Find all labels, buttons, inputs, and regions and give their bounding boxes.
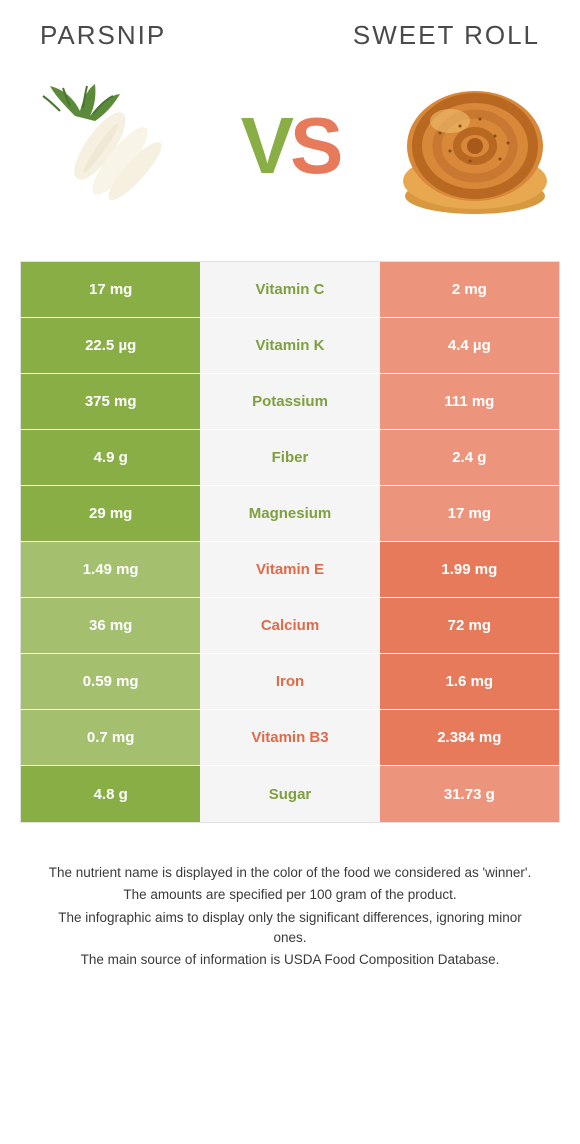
table-row: 4.9 gFiber2.4 g	[21, 430, 559, 486]
right-value: 72 mg	[380, 598, 559, 653]
sweet-roll-image	[380, 71, 560, 221]
table-row: 36 mgCalcium72 mg	[21, 598, 559, 654]
nutrient-table: 17 mgVitamin C2 mg22.5 µgVitamin K4.4 µg…	[20, 261, 560, 823]
table-row: 29 mgMagnesium17 mg	[21, 486, 559, 542]
table-row: 17 mgVitamin C2 mg	[21, 262, 559, 318]
right-value: 31.73 g	[380, 766, 559, 822]
right-value: 2.4 g	[380, 430, 559, 485]
table-row: 22.5 µgVitamin K4.4 µg	[21, 318, 559, 374]
nutrient-label: Vitamin B3	[200, 710, 379, 765]
left-value: 1.49 mg	[21, 542, 200, 597]
table-row: 0.59 mgIron1.6 mg	[21, 654, 559, 710]
hero-row: VS	[10, 71, 570, 241]
left-title: Parsnip	[40, 20, 166, 51]
footer-notes: The nutrient name is displayed in the co…	[10, 823, 570, 992]
right-value: 2 mg	[380, 262, 559, 317]
left-value: 4.9 g	[21, 430, 200, 485]
left-value: 375 mg	[21, 374, 200, 429]
right-value: 2.384 mg	[380, 710, 559, 765]
left-value: 17 mg	[21, 262, 200, 317]
nutrient-label: Iron	[200, 654, 379, 709]
nutrient-label: Potassium	[200, 374, 379, 429]
nutrient-label: Fiber	[200, 430, 379, 485]
infographic: Parsnip Sweet roll VS	[0, 0, 580, 992]
right-title: Sweet roll	[353, 20, 540, 51]
vs-s: S	[290, 101, 339, 190]
nutrient-label: Vitamin E	[200, 542, 379, 597]
footer-line: The amounts are specified per 100 gram o…	[40, 885, 540, 905]
right-value: 17 mg	[380, 486, 559, 541]
table-row: 0.7 mgVitamin B32.384 mg	[21, 710, 559, 766]
vs-label: VS	[241, 106, 340, 186]
left-value: 0.7 mg	[21, 710, 200, 765]
nutrient-label: Calcium	[200, 598, 379, 653]
right-value: 4.4 µg	[380, 318, 559, 373]
nutrient-label: Vitamin K	[200, 318, 379, 373]
right-value: 1.6 mg	[380, 654, 559, 709]
table-row: 375 mgPotassium111 mg	[21, 374, 559, 430]
right-value: 111 mg	[380, 374, 559, 429]
footer-line: The nutrient name is displayed in the co…	[40, 863, 540, 883]
nutrient-label: Magnesium	[200, 486, 379, 541]
nutrient-label: Sugar	[200, 766, 379, 822]
left-value: 22.5 µg	[21, 318, 200, 373]
parsnip-image	[20, 71, 200, 221]
table-row: 4.8 gSugar31.73 g	[21, 766, 559, 822]
left-value: 36 mg	[21, 598, 200, 653]
title-row: Parsnip Sweet roll	[10, 20, 570, 51]
table-row: 1.49 mgVitamin E1.99 mg	[21, 542, 559, 598]
footer-line: The infographic aims to display only the…	[40, 908, 540, 949]
right-value: 1.99 mg	[380, 542, 559, 597]
left-value: 4.8 g	[21, 766, 200, 822]
nutrient-label: Vitamin C	[200, 262, 379, 317]
vs-v: V	[241, 101, 290, 190]
left-value: 29 mg	[21, 486, 200, 541]
left-value: 0.59 mg	[21, 654, 200, 709]
footer-line: The main source of information is USDA F…	[40, 950, 540, 970]
